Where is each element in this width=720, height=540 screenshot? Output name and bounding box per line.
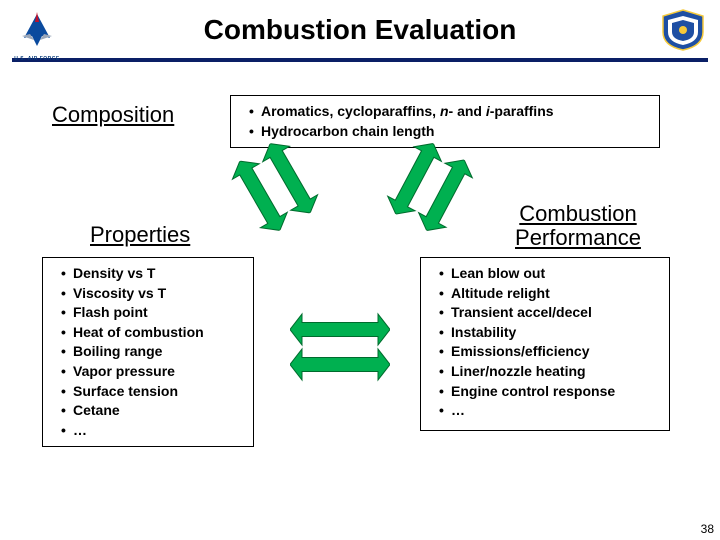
properties-item: Boiling range [61,342,243,362]
properties-item: … [61,421,243,441]
composition-item: Hydrocarbon chain length [249,122,649,142]
connector-arrows [380,135,479,238]
composition-box: Aromatics, cycloparaffins, n- and i-para… [230,95,660,148]
connector-arrows [225,135,326,239]
page-title: Combustion Evaluation [62,14,658,46]
usaf-logo-icon: U.S. AIR FORCE [12,8,62,52]
properties-label: Properties [90,222,190,248]
performance-item: Lean blow out [439,264,659,284]
performance-item: Emissions/efficiency [439,342,659,362]
performance-item: Engine control response [439,382,659,402]
properties-item: Surface tension [61,382,243,402]
performance-item: Altitude relight [439,284,659,304]
properties-item: Flash point [61,303,243,323]
properties-box: Density vs TViscosity vs TFlash pointHea… [42,257,254,447]
properties-item: Viscosity vs T [61,284,243,304]
performance-item: … [439,401,659,421]
performance-item: Liner/nozzle heating [439,362,659,382]
page-number: 38 [701,522,714,536]
properties-item: Cetane [61,401,243,421]
diagram-area: Composition Aromatics, cycloparaffins, n… [0,62,720,522]
properties-item: Density vs T [61,264,243,284]
properties-item: Vapor pressure [61,362,243,382]
composition-label: Composition [52,102,174,128]
properties-item: Heat of combustion [61,323,243,343]
performance-item: Transient accel/decel [439,303,659,323]
performance-box: Lean blow outAltitude relightTransient a… [420,257,670,431]
performance-label: CombustionPerformance [468,202,688,250]
performance-item: Instability [439,323,659,343]
composition-item: Aromatics, cycloparaffins, n- and i-para… [249,102,649,122]
afrl-shield-icon [658,8,708,52]
connector-arrows [290,312,390,382]
